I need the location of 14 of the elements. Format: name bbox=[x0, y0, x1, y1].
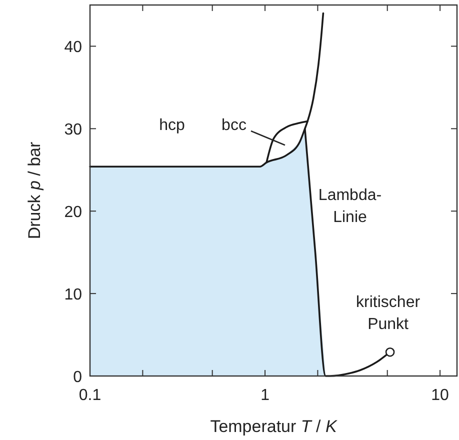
annotation: bcc bbox=[222, 117, 246, 134]
annotation: hcp bbox=[159, 117, 185, 134]
y-tick-label: 40 bbox=[64, 39, 82, 56]
x-tick-label: 1 bbox=[260, 387, 270, 404]
y-tick-label: 20 bbox=[64, 204, 82, 222]
annotation: kritischer Punkt bbox=[356, 294, 421, 334]
annotation: Lambda- Linie bbox=[318, 187, 382, 226]
x-tick-label: 0.1 bbox=[78, 387, 102, 404]
y-tick-label: 10 bbox=[64, 286, 82, 304]
x-tick-label: 10 bbox=[431, 387, 450, 404]
x-axis-title: Temperatur T / K bbox=[210, 417, 338, 436]
y-axis-title: Druck p / bar bbox=[25, 141, 44, 240]
y-tick-label: 0 bbox=[73, 369, 82, 386]
y-tick-label: 30 bbox=[64, 122, 82, 139]
